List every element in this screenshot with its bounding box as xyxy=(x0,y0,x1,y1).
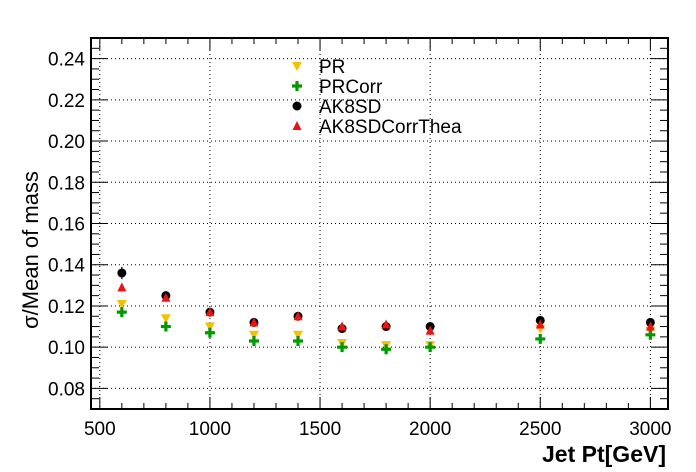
series-prcorr xyxy=(116,307,656,355)
data-point xyxy=(645,329,656,340)
data-point xyxy=(293,330,304,340)
data-point xyxy=(205,307,215,317)
data-point xyxy=(425,325,435,335)
grid-lines xyxy=(91,38,668,409)
data-point xyxy=(204,327,215,338)
data-point xyxy=(161,292,171,302)
y-tick-label: 0.14 xyxy=(48,256,85,277)
legend-label: PR xyxy=(319,57,345,78)
data-point xyxy=(116,307,127,318)
y-tick-label: 0.18 xyxy=(48,173,85,194)
series-ak8sdcorrthea xyxy=(117,282,655,335)
y-tick-label: 0.22 xyxy=(48,91,85,112)
y-tick-label: 0.10 xyxy=(48,338,85,359)
x-axis-label: Jet Pt[GeV] xyxy=(542,441,666,467)
x-tick-label: 1500 xyxy=(299,419,341,440)
data-point xyxy=(381,319,391,329)
data-point xyxy=(293,311,303,321)
y-axis-label: σ/Mean of mass xyxy=(18,171,43,329)
data-point xyxy=(160,321,171,332)
data-point xyxy=(535,319,545,329)
tick-labels: 500 1000 1500 2000 2500 3000 0.08 0.10 0.12 0.14 0… xyxy=(48,50,672,440)
data-point xyxy=(248,335,259,346)
x-tick-label: 500 xyxy=(84,419,116,440)
data-point xyxy=(425,342,436,353)
y-tick-label: 0.12 xyxy=(48,297,85,318)
data-point xyxy=(248,330,259,340)
legend-label: AK8SD xyxy=(319,97,381,118)
data-point xyxy=(116,299,127,309)
y-tick-label: 0.16 xyxy=(48,215,85,236)
data-point xyxy=(645,321,655,331)
y-tick-label: 0.24 xyxy=(48,50,85,71)
x-tick-label: 2000 xyxy=(409,419,451,440)
data-point xyxy=(117,282,127,292)
data-point xyxy=(117,268,127,278)
legend-label: AK8SDCorrThea xyxy=(319,117,462,138)
x-tick-label: 2500 xyxy=(519,419,561,440)
legend-marker xyxy=(292,62,302,71)
data-point xyxy=(160,314,171,324)
x-tick-label: 1000 xyxy=(189,419,231,440)
axis-ticks xyxy=(91,37,668,409)
legend-marker xyxy=(292,81,302,91)
legend-label: PRCorr xyxy=(319,77,383,98)
data-point xyxy=(535,333,546,344)
data-point xyxy=(249,317,259,327)
data-point xyxy=(337,342,348,353)
y-tick-label: 0.08 xyxy=(48,379,85,400)
y-tick-label: 0.20 xyxy=(48,132,85,153)
data-points xyxy=(116,266,656,355)
data-point xyxy=(293,335,304,346)
data-point xyxy=(337,321,347,331)
data-point xyxy=(381,344,392,355)
legend-marker xyxy=(292,121,302,130)
x-tick-label: 3000 xyxy=(629,419,671,440)
legend-marker xyxy=(292,101,302,111)
data-point xyxy=(204,322,215,332)
